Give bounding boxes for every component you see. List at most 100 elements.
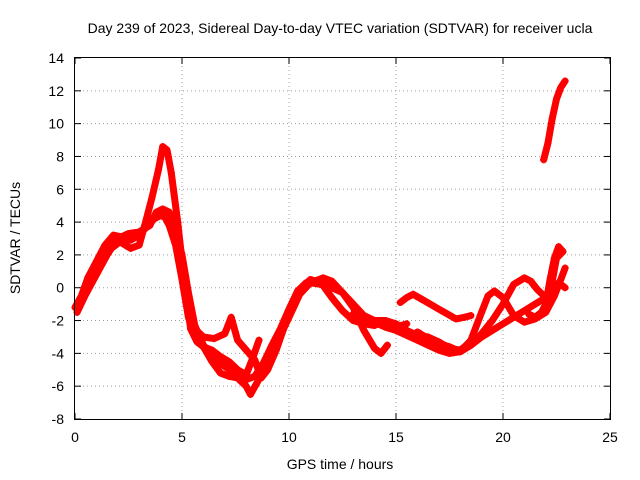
data-point-5-0 — [349, 310, 357, 318]
data-point-5-5 — [403, 331, 411, 339]
data-point-1-36 — [403, 320, 411, 328]
data-point-3-18 — [349, 317, 357, 325]
data-point-2-5 — [127, 244, 135, 252]
data-point-7-4 — [510, 280, 518, 288]
series-line-track-1 — [71, 212, 263, 379]
data-point-7-5 — [520, 274, 528, 282]
data-point-5-2 — [371, 318, 379, 326]
data-point-2-6 — [135, 241, 143, 249]
data-point-5-13 — [488, 326, 496, 334]
data-point-6-8 — [490, 287, 498, 295]
data-point-0-25 — [255, 336, 263, 344]
data-point-2-8 — [148, 193, 156, 201]
data-point-2-16 — [193, 338, 201, 346]
y-tick-label-11: 14 — [48, 50, 64, 66]
data-point-2-33 — [349, 303, 357, 311]
data-point-1-9 — [159, 205, 167, 213]
plot-frame — [74, 57, 611, 420]
data-point-3-7 — [251, 356, 259, 364]
data-point-6-16 — [561, 264, 569, 272]
series-track-6 — [349, 248, 567, 357]
y-tick-label-2: -4 — [52, 345, 65, 361]
y-axis-label: SDTVAR / TECUs — [7, 182, 23, 294]
data-point-3-4 — [227, 313, 235, 321]
data-point-9-5 — [561, 77, 569, 85]
data-point-2-13 — [174, 218, 182, 226]
data-point-6-7 — [484, 292, 492, 300]
data-point-3-2 — [210, 335, 218, 343]
data-point-8-3 — [542, 300, 550, 308]
data-point-9-3 — [553, 95, 560, 103]
data-point-5-14 — [499, 320, 507, 328]
data-point-5-17 — [531, 300, 539, 308]
data-point-3-14 — [306, 276, 314, 284]
y-tick-label-6: 4 — [56, 214, 64, 230]
data-point-7-1 — [478, 330, 486, 338]
data-point-0-21 — [225, 358, 233, 366]
data-point-6-2 — [435, 340, 443, 348]
data-point-0-7 — [127, 236, 135, 244]
data-point-5-7 — [424, 341, 432, 349]
y-tick-label-8: 8 — [56, 148, 64, 164]
data-point-2-32 — [339, 289, 346, 297]
data-point-9-4 — [557, 84, 565, 92]
data-point-3-3 — [221, 330, 229, 338]
data-point-9-0 — [540, 156, 548, 164]
x-axis-label: GPS time / hours — [287, 456, 394, 472]
data-point-6-10 — [510, 312, 518, 320]
series-line-track-5 — [396, 290, 475, 323]
x-tick-label-5: 25 — [602, 429, 618, 445]
data-point-2-31 — [328, 284, 336, 292]
chart-title: Day 239 of 2023, Sidereal Day-to-day VTE… — [88, 20, 593, 36]
data-point-6-4 — [456, 348, 464, 356]
data-series-layer — [71, 77, 569, 398]
data-point-2-19 — [217, 369, 225, 377]
data-point-6-3 — [446, 343, 453, 351]
data-point-5-1 — [360, 315, 368, 323]
data-point-4-4 — [426, 300, 434, 308]
data-point-2-2 — [95, 262, 103, 270]
data-point-8-7 — [559, 248, 567, 256]
data-point-7-7 — [533, 285, 541, 293]
data-point-7-0 — [467, 341, 475, 349]
data-point-2-20 — [225, 372, 233, 380]
data-point-7-3 — [499, 300, 507, 308]
data-point-6-11 — [520, 318, 528, 326]
data-point-1-29 — [328, 277, 336, 285]
data-point-3-0 — [191, 325, 199, 333]
data-point-7-2 — [488, 317, 496, 325]
data-point-2-23 — [246, 390, 254, 398]
data-point-1-8 — [152, 208, 160, 216]
data-point-2-21 — [234, 374, 242, 382]
data-point-0-12 — [161, 213, 169, 221]
data-point-2-9 — [154, 166, 162, 174]
data-point-6-1 — [424, 335, 432, 343]
data-point-2-24 — [253, 379, 261, 387]
data-point-8-0 — [525, 310, 533, 318]
series-line-track-6 — [349, 248, 567, 357]
data-point-3-11 — [281, 321, 289, 329]
data-point-2-10 — [159, 143, 167, 151]
data-point-2-35 — [371, 344, 379, 352]
series-line-track-3 — [75, 143, 391, 398]
data-point-4-9 — [467, 312, 475, 320]
series-track-5 — [396, 290, 475, 323]
data-point-8-5 — [550, 254, 558, 262]
series-line-track-10 — [540, 77, 569, 164]
y-tick-label-7: 6 — [56, 181, 64, 197]
x-tick-label-1: 5 — [178, 429, 186, 445]
data-point-2-18 — [208, 358, 216, 366]
x-tick-label-0: 0 — [71, 429, 79, 445]
y-tick-label-0: -8 — [52, 411, 65, 427]
data-point-5-3 — [381, 323, 389, 331]
y-tick-label-5: 2 — [56, 247, 64, 263]
data-point-2-1 — [84, 280, 92, 288]
data-point-2-11 — [163, 146, 171, 154]
data-point-6-0 — [413, 328, 421, 336]
y-tick-label-4: 0 — [56, 280, 64, 296]
data-point-3-13 — [298, 284, 306, 292]
x-tick-label-3: 15 — [388, 429, 404, 445]
data-point-5-4 — [392, 326, 400, 334]
data-point-4-3 — [418, 295, 426, 303]
